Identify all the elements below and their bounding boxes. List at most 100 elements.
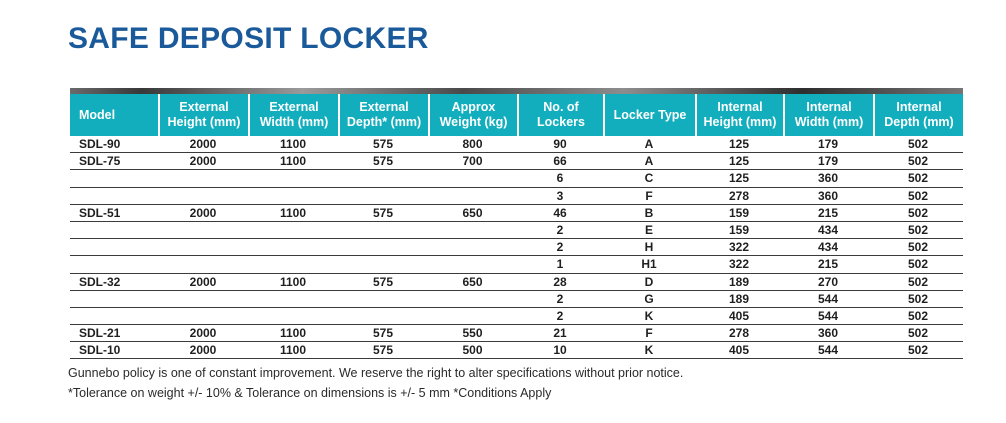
table-cell: 2: [556, 291, 564, 306]
table-cell: A: [644, 137, 654, 152]
table-cell: 575: [372, 343, 394, 358]
table-cell: 278: [728, 188, 750, 203]
column-header-internal-width-mm: Internal Width (mm): [783, 94, 873, 136]
table-cell: 502: [907, 257, 929, 272]
column-header-external-width-mm: External Width (mm): [248, 94, 338, 136]
column-header-label: External Depth* (mm): [346, 100, 422, 129]
table-cell: 159: [728, 205, 750, 220]
table-cell: 544: [817, 291, 839, 306]
table-row: SDL-90 2000 1100 575 800 90 A 125 179 502: [70, 136, 963, 154]
column-header-external-depth-mm: External Depth* (mm): [338, 94, 428, 136]
tolerance-note: *Tolerance on weight +/- 10% & Tolerance…: [68, 385, 552, 400]
column-header-internal-height-mm: Internal Height (mm): [695, 94, 783, 136]
table-cell: 179: [817, 154, 839, 169]
table-cell: 2000: [189, 343, 217, 358]
table-cell: 502: [907, 308, 929, 323]
table-top-metal-bar: [70, 88, 963, 94]
table-cell: 360: [817, 326, 839, 341]
table-cell: 700: [462, 154, 483, 169]
table-cell: 502: [907, 291, 929, 306]
model-cell: SDL-10: [79, 343, 121, 358]
column-header-approx-weight-kg: Approx Weight (kg): [428, 94, 517, 136]
table-cell: 360: [817, 171, 839, 186]
table-cell: F: [645, 326, 653, 341]
table-cell: 502: [907, 326, 929, 341]
table-cell: 575: [372, 154, 394, 169]
table-cell: K: [644, 308, 654, 323]
table-row: SDL-10 2000 1100 575 500 10 K 405 544 502: [70, 342, 963, 360]
model-cell: SDL-51: [79, 205, 121, 220]
table-header-row: Model External Height (mm) External Width …: [70, 94, 963, 136]
table-cell: 502: [907, 223, 929, 238]
table-cell: 189: [728, 291, 750, 306]
table-cell: B: [644, 205, 654, 220]
table-cell: G: [644, 291, 654, 306]
table-row: 3 F 278 360 502: [70, 188, 963, 205]
table-cell: 2000: [189, 205, 217, 220]
column-header-label: Model: [79, 107, 116, 122]
table-cell: 502: [907, 154, 929, 169]
table-cell: 21: [553, 326, 567, 341]
column-header-locker-type: Locker Type: [603, 94, 695, 136]
table-cell: 2000: [189, 274, 217, 289]
table-cell: 90: [553, 137, 567, 152]
column-header-label: Internal Depth (mm): [884, 100, 954, 129]
table-cell: 500: [462, 343, 483, 358]
table-cell: 1100: [279, 154, 307, 169]
column-header-external-height-mm: External Height (mm): [158, 94, 248, 136]
table-cell: 1100: [279, 326, 307, 341]
table-cell: 322: [728, 240, 750, 255]
table-cell: 10: [553, 343, 567, 358]
model-cell: SDL-75: [79, 154, 121, 169]
model-cell: SDL-32: [79, 274, 121, 289]
table-cell: 1100: [279, 274, 307, 289]
column-header-no-of-lockers: No. of Lockers: [517, 94, 603, 136]
table-cell: 502: [907, 188, 929, 203]
table-cell: 28: [553, 274, 567, 289]
table-cell: 1100: [279, 343, 307, 358]
table-row: 2 E 159 434 502: [70, 222, 963, 240]
table-cell: 2000: [189, 137, 217, 152]
table-cell: 2000: [189, 326, 217, 341]
table-cell: 3: [556, 188, 564, 203]
table-row: SDL-21 2000 1100 575 550 21 F 278 360 502: [70, 325, 963, 343]
table-cell: 2: [556, 240, 564, 255]
table-cell: K: [644, 343, 654, 358]
table-cell: 800: [462, 137, 483, 152]
table-cell: 502: [907, 205, 929, 220]
table-cell: 405: [728, 308, 750, 323]
table-cell: 544: [817, 308, 839, 323]
table-cell: 650: [462, 274, 483, 289]
table-cell: 502: [907, 274, 929, 289]
table-cell: 189: [728, 274, 750, 289]
table-cell: 575: [372, 137, 394, 152]
column-header-label: External Height (mm): [167, 100, 241, 129]
table-cell: 502: [907, 240, 929, 255]
table-row: SDL-51 2000 1100 575 650 46 B 159 215 502: [70, 205, 963, 222]
table-row: SDL-75 2000 1100 575 700 66 A 125 179 502: [70, 153, 963, 171]
table-cell: 360: [817, 188, 839, 203]
table-cell: 650: [462, 205, 483, 220]
table-cell: E: [644, 223, 653, 238]
table-cell: 278: [728, 326, 750, 341]
table-cell: H1: [641, 257, 657, 272]
table-cell: 575: [372, 274, 394, 289]
table-cell: A: [644, 154, 654, 169]
table-cell: 6: [556, 171, 564, 186]
table-cell: F: [645, 188, 653, 203]
table-row: 2 G 189 544 502: [70, 291, 963, 308]
column-header-label: No. of Lockers: [537, 100, 585, 129]
table-body: SDL-90 2000 1100 575 800 90 A 125 179 502 SDL-75 20…: [70, 136, 963, 360]
model-cell: SDL-90: [79, 137, 121, 152]
footer-notes: Gunnebo policy is one of constant improv…: [68, 364, 683, 403]
table-cell: 215: [817, 257, 839, 272]
column-header-label: Locker Type: [613, 107, 687, 122]
table-cell: 66: [553, 154, 567, 169]
table-cell: 502: [907, 343, 929, 358]
policy-note: Gunnebo policy is one of constant improv…: [68, 366, 684, 380]
table-cell: 502: [907, 137, 929, 152]
table-cell: 125: [728, 154, 750, 169]
table-cell: 159: [728, 223, 750, 238]
column-header-label: Internal Height (mm): [703, 100, 777, 129]
